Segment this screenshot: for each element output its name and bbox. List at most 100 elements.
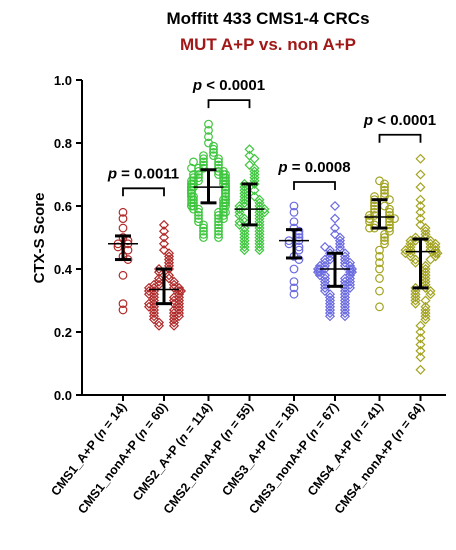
point [234, 204, 245, 215]
point [380, 185, 389, 195]
point [254, 223, 265, 234]
point [319, 276, 331, 287]
point [173, 311, 185, 322]
point [329, 223, 341, 234]
point [344, 282, 356, 293]
point [380, 239, 389, 249]
point [214, 220, 223, 230]
y-tick-label: 0.4 [54, 262, 73, 277]
point [415, 200, 426, 212]
point [294, 255, 304, 264]
point [214, 154, 223, 164]
point [163, 251, 175, 262]
point [420, 260, 431, 271]
point [163, 254, 175, 265]
point [344, 270, 356, 281]
point [344, 267, 356, 278]
point [173, 304, 185, 315]
point [204, 119, 213, 129]
point [143, 282, 155, 293]
point [173, 295, 185, 306]
point [199, 229, 208, 239]
p-value-label: p < 0.0001 [192, 77, 265, 94]
point [420, 308, 431, 319]
point [204, 125, 213, 135]
point [194, 163, 203, 173]
point [199, 157, 208, 167]
point [415, 345, 426, 356]
point [118, 207, 128, 217]
point [314, 263, 326, 275]
point [365, 214, 374, 224]
point [168, 317, 180, 328]
point [254, 216, 265, 227]
point [148, 314, 160, 325]
point [189, 157, 198, 167]
point [425, 286, 436, 297]
point [239, 235, 250, 246]
point [380, 182, 389, 192]
point [324, 251, 336, 262]
point [344, 263, 356, 275]
point [334, 241, 346, 252]
point [118, 305, 128, 315]
point [148, 308, 160, 319]
point [239, 191, 250, 202]
point [214, 157, 223, 167]
point [153, 273, 165, 284]
point [173, 282, 185, 293]
point [312, 267, 324, 278]
point [153, 267, 165, 278]
point [420, 304, 431, 315]
point [420, 314, 431, 325]
point [173, 289, 185, 300]
point [375, 258, 384, 268]
point [380, 233, 389, 242]
x-tick-label: CMS3_A+P (n = 18) [219, 400, 300, 498]
point [214, 217, 223, 227]
point [380, 179, 389, 189]
point [410, 232, 421, 243]
point [339, 301, 351, 312]
point [199, 233, 208, 242]
point [319, 254, 331, 265]
point [158, 245, 170, 256]
point [365, 211, 374, 220]
point [375, 264, 384, 274]
point [344, 279, 356, 290]
p-value-label: p < 0.0001 [363, 112, 436, 129]
point [234, 216, 245, 227]
point [339, 254, 351, 265]
point [221, 188, 230, 198]
point [214, 214, 223, 224]
point [410, 292, 421, 303]
point [221, 176, 230, 186]
point [385, 220, 394, 230]
point [143, 301, 155, 312]
point [254, 238, 265, 249]
point [415, 320, 426, 331]
point [214, 160, 223, 170]
y-tick-label: 0.2 [54, 325, 72, 340]
point [187, 185, 196, 195]
point [254, 197, 265, 208]
point [324, 308, 336, 319]
point [214, 226, 223, 236]
point [415, 326, 426, 338]
point [254, 210, 265, 221]
point [339, 286, 351, 297]
point [319, 257, 331, 268]
point [289, 277, 299, 287]
point [385, 214, 394, 224]
point [420, 273, 431, 284]
point [420, 301, 431, 312]
point [420, 311, 431, 322]
point [163, 270, 175, 281]
point [118, 214, 128, 224]
point [254, 241, 265, 252]
significance-bracket [207, 99, 251, 109]
point [249, 185, 260, 196]
point [244, 160, 255, 171]
point [148, 295, 160, 306]
point [420, 267, 431, 278]
